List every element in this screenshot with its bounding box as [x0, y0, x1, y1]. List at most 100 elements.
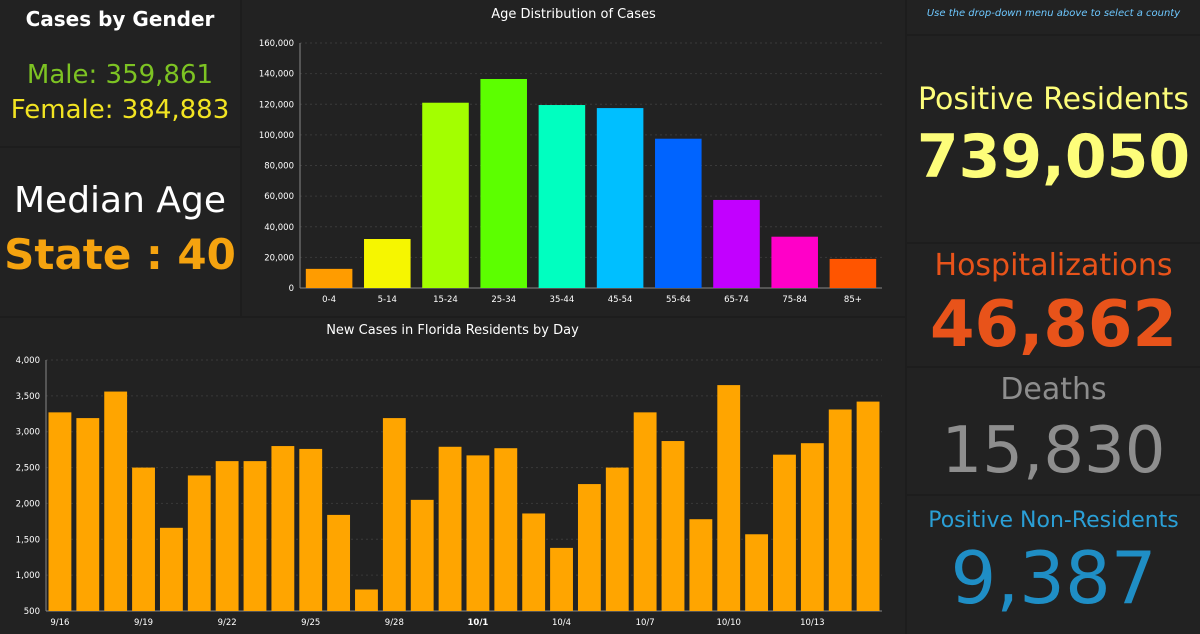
- bar-9/24: [271, 446, 295, 611]
- bar-10/7: [633, 412, 657, 611]
- y-tick-label: 80,000: [264, 162, 294, 172]
- bar-9/16: [48, 412, 72, 611]
- y-tick-label: 3,000: [16, 428, 40, 438]
- bar-10/15: [856, 401, 880, 611]
- bar-9/27: [355, 589, 378, 611]
- bar-35-44: [538, 105, 586, 288]
- bar-9/22: [215, 461, 239, 611]
- male-count: Male: 359,861: [26, 60, 214, 90]
- y-tick-label: 3,500: [16, 392, 40, 402]
- x-tick-label: 9/19: [134, 618, 153, 628]
- bar-10/5: [577, 484, 601, 611]
- x-tick-label: 10/1: [468, 618, 489, 628]
- x-tick-label: 25-34: [491, 295, 516, 305]
- deaths-panel: Deaths 15,830: [907, 368, 1200, 494]
- daily-chart-panel: New Cases in Florida Residents by Day 500…: [0, 318, 905, 634]
- bar-85+: [829, 258, 877, 288]
- bar-9/19: [132, 467, 155, 611]
- female-count: Female: 384,883: [10, 95, 230, 125]
- bar-10/13: [800, 443, 824, 611]
- county-hint-panel: Use the drop-down menu above to select a…: [907, 0, 1200, 34]
- y-tick-label: 60,000: [264, 192, 294, 202]
- x-tick-label: 0-4: [322, 295, 336, 305]
- y-tick-label: 0: [289, 284, 294, 294]
- y-tick-label: 120,000: [259, 100, 294, 110]
- median-age-panel: Median Age State : 40: [0, 148, 240, 316]
- x-tick-label: 75-84: [782, 295, 807, 305]
- y-tick-label: 2,000: [16, 499, 40, 509]
- bar-55-64: [655, 138, 702, 288]
- median-age-value: State : 40: [4, 230, 236, 279]
- x-tick-label: 65-74: [724, 295, 749, 305]
- x-tick-label: 85+: [844, 295, 862, 305]
- x-tick-label: 5-14: [378, 295, 397, 305]
- x-tick-label: 45-54: [608, 295, 633, 305]
- median-age-label: Median Age: [13, 180, 226, 221]
- non-residents-label: Positive Non-Residents: [928, 508, 1179, 533]
- bar-10/8: [661, 441, 685, 611]
- bar-10/4: [550, 547, 573, 611]
- bar-10/1: [466, 455, 490, 611]
- bar-10/3: [522, 513, 546, 611]
- county-hint: Use the drop-down menu above to select a…: [926, 8, 1181, 19]
- gender-panel: Cases by Gender Male: 359,861 Female: 38…: [0, 0, 240, 146]
- bar-9/20: [159, 527, 183, 611]
- chart-title: New Cases in Florida Residents by Day: [326, 323, 579, 338]
- x-tick-label: 9/16: [50, 618, 69, 628]
- x-tick-label: 10/4: [552, 618, 571, 628]
- x-tick-label: 10/13: [800, 618, 825, 628]
- bar-10/9: [689, 519, 713, 611]
- bar-10/10: [717, 385, 741, 611]
- age-distribution-chart: Age Distribution of Cases 0 20,000 40,000 60…: [259, 7, 882, 305]
- x-tick-label: 9/28: [385, 618, 404, 628]
- y-tick-label: 140,000: [259, 70, 294, 80]
- bar-9/29: [410, 499, 434, 611]
- non-residents-panel: Positive Non-Residents 9,387: [907, 496, 1200, 634]
- bar-10/2: [494, 448, 518, 611]
- bar-45-54: [596, 108, 644, 288]
- bar-9/21: [187, 475, 211, 611]
- deaths-label: Deaths: [1000, 372, 1107, 407]
- hospitalizations-label: Hospitalizations: [934, 248, 1173, 283]
- y-tick-label: 1,500: [16, 535, 40, 545]
- x-tick-label: 10/7: [636, 618, 655, 628]
- x-tick-label: 9/22: [218, 618, 237, 628]
- y-tick-label: 4,000: [16, 356, 40, 366]
- hospitalizations-panel: Hospitalizations 46,862: [907, 244, 1200, 366]
- chart-title: Age Distribution of Cases: [491, 7, 656, 22]
- bar-25-34: [480, 78, 527, 288]
- deaths-value: 15,830: [941, 414, 1166, 488]
- x-tick-label: 10/10: [716, 618, 741, 628]
- bar-15-24: [422, 102, 469, 288]
- daily-cases-chart: New Cases in Florida Residents by Day 500…: [16, 323, 882, 628]
- bar-10/12: [773, 454, 796, 611]
- x-tick-label: 15-24: [433, 295, 458, 305]
- bar-9/30: [438, 446, 462, 611]
- x-tick-label: 9/25: [301, 618, 320, 628]
- bar-10/6: [605, 467, 629, 611]
- bar-9/18: [104, 391, 128, 611]
- bar-10/11: [745, 534, 769, 611]
- y-tick-label: 20,000: [264, 253, 294, 263]
- gender-title: Cases by Gender: [25, 7, 215, 31]
- bar-9/28: [382, 418, 406, 611]
- bar-75-84: [771, 236, 818, 288]
- hospitalizations-value: 46,862: [930, 288, 1177, 362]
- y-tick-label: 160,000: [259, 39, 294, 49]
- positive-residents-label: Positive Residents: [917, 82, 1189, 117]
- positive-residents-panel: Positive Residents 739,050: [907, 36, 1200, 242]
- bar-9/17: [76, 418, 100, 611]
- y-tick-label: 2,500: [16, 464, 40, 474]
- y-tick-label: 100,000: [259, 131, 294, 141]
- x-tick-label: 55-64: [666, 295, 691, 305]
- bar-5-14: [364, 239, 411, 288]
- y-tick-label: 1,000: [16, 571, 40, 581]
- bar-0-4: [305, 268, 353, 288]
- bar-9/26: [327, 514, 351, 611]
- bar-9/23: [243, 461, 267, 611]
- non-residents-value: 9,387: [950, 536, 1157, 620]
- bar-10/14: [828, 409, 852, 611]
- bar-65-74: [713, 199, 760, 288]
- y-tick-label: 500: [24, 607, 40, 617]
- age-chart-panel: Age Distribution of Cases 0 20,000 40,000 60…: [242, 0, 905, 316]
